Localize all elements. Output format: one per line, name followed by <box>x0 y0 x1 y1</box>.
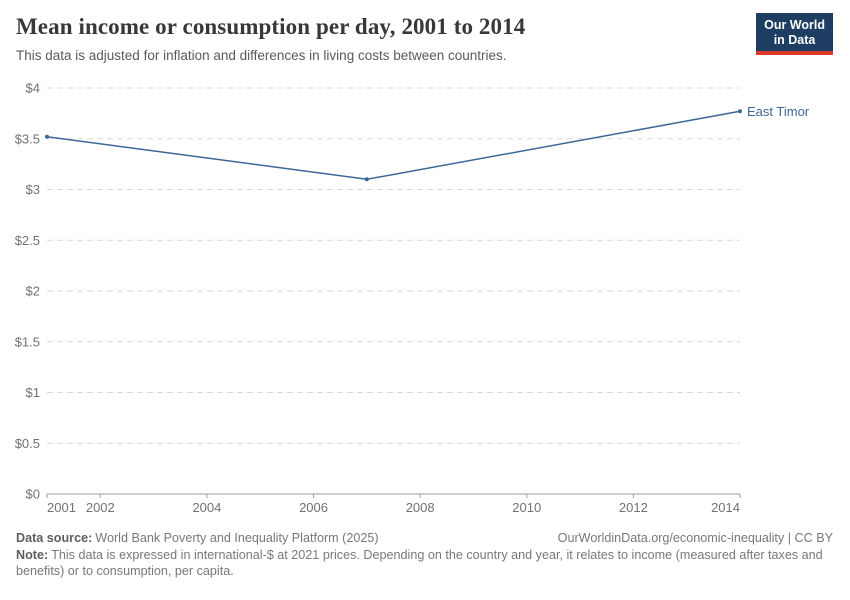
note-text: This data is expressed in international-… <box>16 548 823 578</box>
data-source-label: Data source: <box>16 531 93 545</box>
data-line-east-timor[interactable] <box>46 110 741 181</box>
x-axis-tick-label: 2001 <box>47 500 76 515</box>
y-axis-tick-label: $3 <box>26 182 40 197</box>
owid-logo-line1: Our World <box>764 18 825 32</box>
entity-label-east-timor[interactable]: East Timor <box>747 104 810 119</box>
y-axis-tick-label: $0 <box>26 487 40 502</box>
x-axis-tick-label: 2008 <box>406 500 435 515</box>
chart-footer: Data source: World Bank Poverty and Inequ… <box>16 531 833 579</box>
x-axis-tick-label: 2014 <box>711 500 740 515</box>
y-axis-tick-label: $2.5 <box>15 233 40 248</box>
x-axis-tick-label: 2002 <box>86 500 115 515</box>
x-axis-tick-label: 2012 <box>619 500 648 515</box>
y-axis-tick-label: $1.5 <box>15 334 40 349</box>
data-point-east-timor-2007[interactable] <box>364 177 369 182</box>
data-point-east-timor-2014[interactable] <box>738 109 742 114</box>
x-axis-tick-label: 2004 <box>192 500 221 515</box>
y-axis-tick-label: $2 <box>26 284 40 299</box>
y-axis-tick-label: $3.5 <box>15 131 40 146</box>
data-source-text: World Bank Poverty and Inequality Platfo… <box>95 531 379 545</box>
owid-logo-line2: in Data <box>773 33 816 47</box>
chart-subtitle: This data is adjusted for inflation and … <box>16 48 507 63</box>
x-axis-tick-label: 2010 <box>512 500 541 515</box>
page-title: Mean income or consumption per day, 2001… <box>16 14 526 39</box>
chart-header: Mean income or consumption per day, 2001… <box>16 14 750 63</box>
y-axis-tick-label: $1 <box>26 385 40 400</box>
x-axis-tick-label: 2006 <box>299 500 328 515</box>
y-axis-tick-label: $4 <box>26 81 40 96</box>
data-source: Data source: World Bank Poverty and Inequ… <box>16 531 379 545</box>
chart-note: Note: This data is expressed in internati… <box>16 548 833 579</box>
y-axis-tick-label: $0.5 <box>15 436 40 451</box>
note-label: Note: <box>16 548 49 562</box>
data-point-east-timor-2001[interactable] <box>45 134 49 139</box>
owid-logo[interactable]: Our World in Data <box>756 13 833 55</box>
chart-svg: $0 $0.5 $1 $1.5 $2 $2.5 $3 $3.5 $4 2001 2002 2004 20… <box>15 81 810 516</box>
footer-link[interactable]: OurWorldinData.org/economic-inequality |… <box>557 531 833 545</box>
